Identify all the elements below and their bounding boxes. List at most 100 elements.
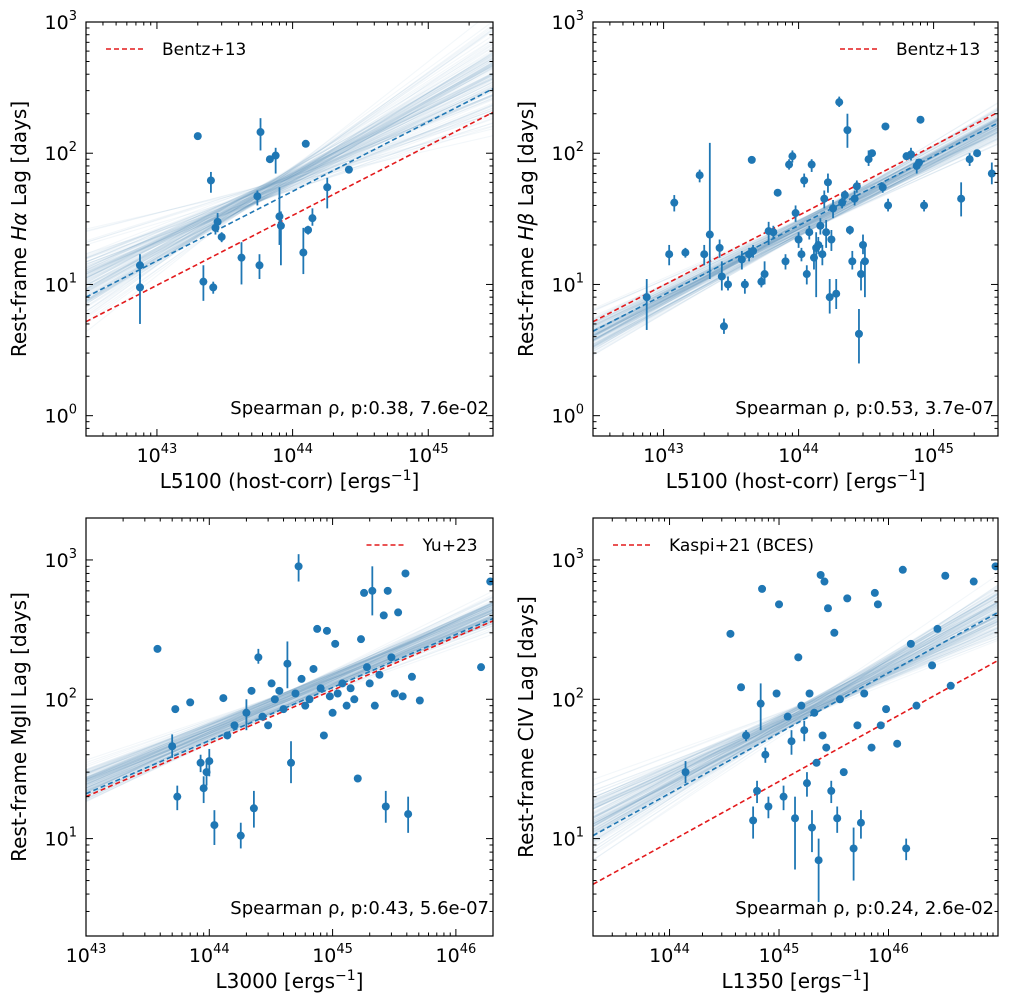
- posterior-line: [86, 616, 493, 771]
- posterior-line: [593, 124, 998, 326]
- posterior-line: [593, 134, 998, 328]
- posterior-line: [86, 614, 493, 778]
- posterior-line: [86, 94, 493, 260]
- data-point: [747, 155, 756, 164]
- posterior-line: [593, 590, 998, 827]
- posterior-line: [86, 64, 493, 279]
- data-point: [946, 681, 955, 690]
- posterior-line: [593, 128, 998, 334]
- posterior-line: [593, 618, 998, 818]
- data-point: [957, 194, 966, 203]
- posterior-line: [593, 605, 998, 836]
- posterior-line: [86, 46, 493, 292]
- data-point: [906, 639, 915, 648]
- posterior-line: [593, 126, 998, 336]
- posterior-line: [86, 91, 493, 279]
- posterior-line: [593, 592, 998, 861]
- data-point: [681, 248, 690, 257]
- data-point: [893, 739, 902, 748]
- data-point: [265, 155, 274, 164]
- data-point: [316, 684, 325, 693]
- posterior-line: [86, 85, 493, 269]
- y-tick-label: 102: [552, 140, 584, 165]
- posterior-line: [86, 113, 493, 242]
- posterior-line: [593, 618, 998, 829]
- posterior-line: [86, 74, 493, 287]
- posterior-line: [86, 49, 493, 302]
- posterior-line: [593, 116, 998, 330]
- data-points: [642, 96, 996, 364]
- data-point: [737, 683, 746, 692]
- posterior-line: [593, 614, 998, 832]
- posterior-line: [593, 601, 998, 813]
- data-point: [814, 240, 823, 249]
- posterior-line: [86, 76, 493, 270]
- posterior-line: [593, 601, 998, 830]
- posterior-line: [86, 612, 493, 797]
- posterior-line: [86, 65, 493, 290]
- posterior-line: [593, 628, 998, 798]
- posterior-line: [86, 606, 493, 792]
- posterior-line: [86, 83, 493, 288]
- posterior-line: [86, 26, 493, 317]
- posterior-band: [593, 101, 998, 356]
- posterior-line: [86, 76, 493, 291]
- posterior-line: [593, 617, 998, 825]
- data-point: [383, 586, 392, 595]
- posterior-line: [593, 128, 998, 336]
- data-point: [764, 802, 773, 811]
- posterior-line: [86, 53, 493, 290]
- data-point: [223, 731, 232, 740]
- posterior-line: [593, 129, 998, 323]
- posterior-line: [593, 137, 998, 336]
- axis-ticks: [85, 21, 494, 437]
- data-point: [253, 192, 262, 201]
- posterior-line: [86, 122, 493, 260]
- posterior-line: [86, 617, 493, 781]
- posterior-line: [593, 611, 998, 810]
- data-point: [902, 844, 911, 853]
- posterior-line: [593, 599, 998, 833]
- posterior-line: [593, 630, 998, 806]
- data-point: [297, 674, 306, 683]
- posterior-line: [593, 126, 998, 335]
- posterior-line: [593, 603, 998, 831]
- posterior-line: [593, 623, 998, 810]
- posterior-line: [593, 614, 998, 817]
- data-point: [760, 270, 769, 279]
- data-point: [700, 250, 709, 259]
- posterior-line: [593, 123, 998, 348]
- posterior-line: [593, 584, 998, 856]
- posterior-line: [86, 623, 493, 764]
- legend: Kaspi+21 (BCES): [613, 536, 814, 556]
- posterior-line: [593, 121, 998, 326]
- data-point: [186, 698, 195, 707]
- data-point: [785, 160, 794, 169]
- posterior-line: [86, 52, 493, 303]
- data-point: [797, 250, 806, 259]
- data-point: [805, 228, 814, 237]
- posterior-line: [593, 600, 998, 836]
- data-point: [850, 194, 859, 203]
- posterior-line: [86, 62, 493, 295]
- posterior-line: [593, 603, 998, 814]
- posterior-line: [86, 74, 493, 275]
- posterior-line: [86, 135, 493, 230]
- posterior-line: [593, 616, 998, 801]
- posterior-line: [86, 59, 493, 290]
- posterior-line: [86, 615, 493, 781]
- posterior-line: [86, 614, 493, 790]
- posterior-line: [86, 616, 493, 780]
- x-tick-label: 1043: [137, 442, 178, 467]
- data-point: [670, 198, 679, 207]
- posterior-line: [593, 120, 998, 325]
- data-point: [882, 705, 891, 714]
- data-point: [737, 255, 746, 264]
- posterior-line: [593, 131, 998, 337]
- data-point: [205, 757, 214, 766]
- posterior-line: [593, 114, 998, 331]
- posterior-line: [593, 596, 998, 825]
- axes-frame: [592, 517, 999, 937]
- posterior-line: [593, 613, 998, 825]
- posterior-line: [86, 612, 493, 794]
